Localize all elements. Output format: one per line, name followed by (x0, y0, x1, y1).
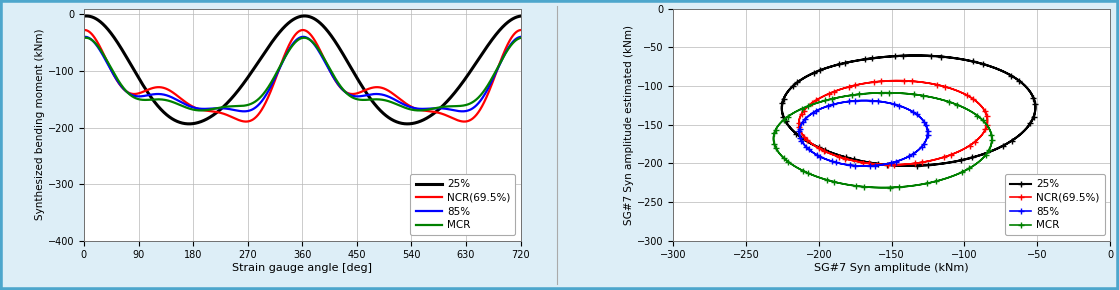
25% (129, 71, 142, 74)
MCR (985, 138, 998, 142)
MCR (920, 182, 933, 185)
25% (272, 32, 285, 35)
MCR (514, 36, 527, 40)
NCR(69.5%) (885, 163, 899, 166)
NCR(69.5%) (111, 80, 124, 84)
NCR(69.5%) (881, 163, 894, 166)
MCR (272, 67, 285, 71)
NCR(69.5%) (979, 127, 993, 130)
85% (920, 124, 933, 127)
Y-axis label: SG#7 Syn amplitude estimated (kNm): SG#7 Syn amplitude estimated (kNm) (624, 25, 634, 225)
MCR (848, 184, 862, 188)
Legend: 25%, NCR(69.5%), 85%, MCR: 25%, NCR(69.5%), 85%, MCR (411, 174, 516, 235)
MCR (263, 84, 276, 87)
85% (863, 164, 876, 168)
MCR (985, 138, 998, 142)
25% (871, 162, 884, 166)
Line: MCR: MCR (84, 38, 520, 110)
25% (1028, 102, 1042, 106)
85% (263, 87, 276, 91)
MCR (129, 97, 142, 100)
25% (955, 158, 968, 162)
25% (514, 14, 527, 18)
MCR (812, 100, 826, 104)
Line: 85%: 85% (84, 37, 520, 111)
NCR(69.5%) (818, 94, 831, 98)
Line: NCR(69.5%): NCR(69.5%) (796, 78, 990, 168)
NCR(69.5%) (891, 79, 904, 82)
85% (921, 133, 934, 136)
25% (826, 64, 839, 68)
NCR(69.5%) (280, 48, 293, 52)
25% (327, 37, 340, 40)
NCR(69.5%) (866, 80, 880, 84)
MCR (862, 185, 875, 189)
25% (280, 23, 293, 27)
MCR (877, 186, 891, 189)
NCR(69.5%) (514, 28, 527, 32)
85% (297, 35, 310, 39)
NCR(69.5%) (239, 120, 253, 123)
MCR (77, 36, 91, 40)
Line: 25%: 25% (779, 53, 1038, 168)
25% (887, 55, 901, 58)
25% (77, 14, 91, 18)
MCR (413, 109, 426, 112)
Line: 25%: 25% (84, 16, 520, 124)
25% (1028, 102, 1042, 106)
25% (1024, 121, 1037, 124)
MCR (280, 53, 293, 57)
MCR (874, 91, 887, 95)
X-axis label: Strain gauge angle [deg]: Strain gauge angle [deg] (233, 263, 373, 273)
85% (280, 52, 293, 56)
85% (272, 69, 285, 72)
85% (77, 35, 91, 39)
NCR(69.5%) (129, 92, 142, 96)
NCR(69.5%) (78, 28, 92, 32)
NCR(69.5%) (263, 92, 276, 95)
X-axis label: SG#7 Syn amplitude (kNm): SG#7 Syn amplitude (kNm) (815, 263, 969, 273)
Line: 85%: 85% (797, 98, 931, 169)
85% (129, 94, 142, 98)
MCR (326, 72, 339, 76)
NCR(69.5%) (980, 114, 994, 117)
NCR(69.5%) (980, 114, 994, 117)
85% (327, 75, 340, 78)
MCR (111, 78, 124, 82)
NCR(69.5%) (77, 28, 91, 32)
MCR (979, 153, 993, 156)
25% (902, 164, 915, 168)
25% (111, 41, 124, 45)
25% (885, 164, 899, 167)
25% (182, 122, 196, 126)
85% (857, 99, 871, 102)
NCR(69.5%) (327, 75, 340, 78)
85% (902, 155, 915, 158)
85% (237, 110, 251, 113)
25% (298, 14, 311, 18)
85% (514, 35, 527, 39)
Y-axis label: Synthesized bending moment (kNm): Synthesized bending moment (kNm) (35, 29, 45, 220)
85% (920, 124, 933, 127)
Line: NCR(69.5%): NCR(69.5%) (84, 30, 520, 122)
NCR(69.5%) (938, 155, 951, 159)
Legend: 25%, NCR(69.5%), 85%, MCR: 25%, NCR(69.5%), 85%, MCR (1005, 174, 1104, 235)
85% (802, 113, 816, 117)
Line: MCR: MCR (771, 90, 995, 191)
NCR(69.5%) (892, 163, 905, 166)
85% (111, 79, 124, 83)
NCR(69.5%) (272, 68, 285, 72)
85% (841, 100, 855, 103)
MCR (880, 91, 893, 95)
MCR (79, 36, 93, 39)
25% (263, 44, 276, 47)
85% (858, 164, 872, 168)
85% (872, 164, 885, 167)
25% (909, 54, 922, 57)
